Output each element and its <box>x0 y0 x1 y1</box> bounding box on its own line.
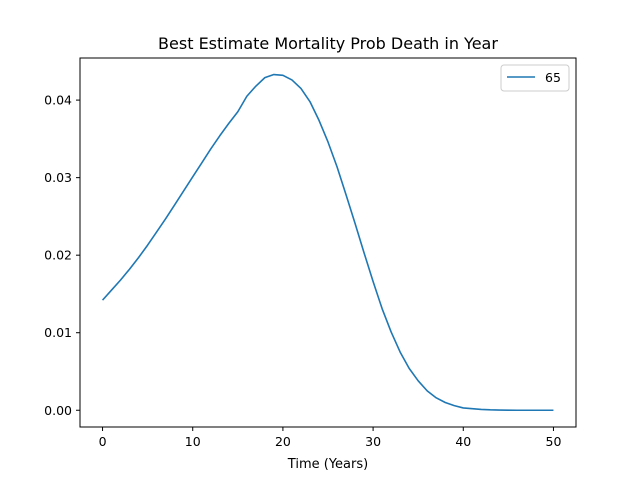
series-line <box>101 73 554 412</box>
y-tick-label: 0.03 <box>44 170 72 185</box>
y-tick-label: 0.01 <box>44 325 72 340</box>
x-tick-label: 30 <box>365 434 381 449</box>
legend-entry-label: 65 <box>545 70 561 85</box>
legend: 65 <box>500 64 570 92</box>
y-tick-label: 0.02 <box>44 248 72 263</box>
y-tick-label: 0.04 <box>44 93 72 108</box>
plot-frame <box>79 57 577 428</box>
x-axis: 0 10 20 30 40 50 <box>99 427 562 449</box>
legend-box <box>500 64 570 92</box>
x-tick-label: 40 <box>455 434 471 449</box>
x-tick-label: 50 <box>546 434 562 449</box>
x-axis-label: Time (Years) <box>287 457 368 472</box>
chart-title: Best Estimate Mortality Prob Death in Ye… <box>158 34 498 53</box>
x-tick-label: 0 <box>99 434 107 449</box>
x-tick-label: 20 <box>275 434 291 449</box>
x-tick-label: 10 <box>185 434 201 449</box>
y-tick-label: 0.00 <box>44 403 72 418</box>
y-axis: 0.00 0.01 0.02 0.03 0.04 <box>44 93 80 418</box>
plot-series <box>101 73 554 412</box>
